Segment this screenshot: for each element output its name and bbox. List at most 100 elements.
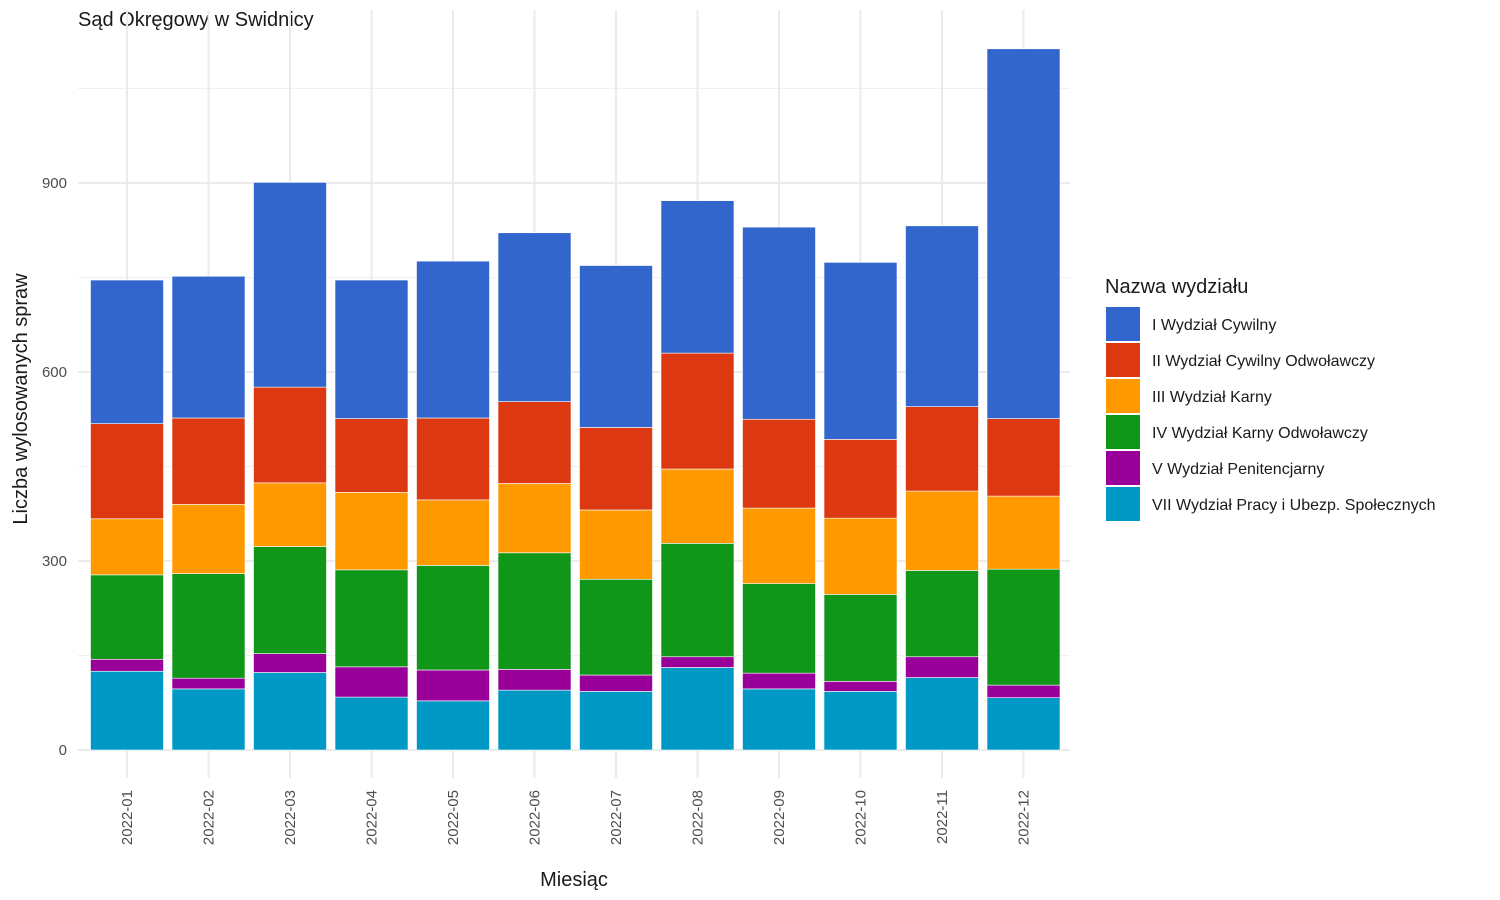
legend-swatch	[1106, 415, 1140, 449]
bar-segment	[171, 677, 246, 690]
bar-segment	[986, 495, 1061, 570]
y-tick-label: 900	[42, 175, 67, 192]
y-axis-ticks: 0 300 600 900	[42, 175, 67, 759]
legend-swatch	[1106, 307, 1140, 341]
legend: Nazwa wydziału I Wydział Cywilny II Wydzi…	[1105, 276, 1436, 521]
bar-segment	[660, 543, 735, 658]
bar-segment	[986, 684, 1061, 699]
x-tick-label: 2022-11	[934, 790, 951, 844]
bar-segment	[334, 492, 409, 571]
legend-swatch	[1106, 487, 1140, 521]
bar-segment	[986, 697, 1061, 751]
bar-segment	[660, 200, 735, 354]
bar-segment	[497, 552, 572, 670]
x-tick-label: 2022-06	[527, 790, 544, 845]
bar-segment	[334, 666, 409, 698]
x-tick-label: 2022-10	[853, 790, 870, 845]
legend-label: VII Wydział Pracy i Ubezp. Społecznych	[1152, 497, 1436, 514]
legend-label: II Wydział Cywilny Odwoławczy	[1152, 353, 1375, 370]
bar-segment	[823, 691, 898, 751]
x-tick-label: 2022-07	[608, 790, 625, 845]
bar-segment	[90, 518, 164, 576]
bar-segment	[253, 482, 327, 547]
bar-segment	[823, 594, 898, 682]
x-tick-label: 2022-12	[1016, 790, 1033, 845]
bar-segment	[905, 225, 979, 407]
bar-segment	[742, 418, 816, 509]
bar-segment	[823, 262, 898, 440]
bar-segment	[416, 499, 490, 566]
legend-label: III Wydział Karny	[1152, 389, 1272, 406]
bar-segment	[497, 689, 572, 751]
bar-segment	[334, 418, 409, 493]
bar-segment	[905, 406, 979, 492]
legend-label: V Wydział Penitencjarny	[1152, 461, 1324, 478]
y-tick-label: 600	[42, 364, 67, 381]
bar-segment	[823, 681, 898, 692]
bar-segment	[334, 569, 409, 668]
legend-swatch	[1106, 343, 1140, 377]
bar-segment	[660, 352, 735, 470]
y-tick-label: 300	[42, 553, 67, 570]
bar-segment	[253, 386, 327, 484]
bar-segment	[171, 503, 246, 574]
y-axis-title: Liczba wylosowanych spraw	[10, 273, 32, 525]
bar-segment	[497, 483, 572, 554]
bar-segment	[253, 182, 327, 388]
bar-segment	[742, 583, 816, 674]
x-tick-label: 2022-03	[282, 790, 299, 845]
bar-segment	[905, 677, 979, 751]
bar-segment	[742, 688, 816, 751]
bar-segment	[986, 568, 1061, 686]
chart-title: Sąd Okręgowy w Swidnicy	[78, 9, 314, 31]
x-tick-label: 2022-01	[119, 790, 136, 845]
x-axis-ticks: 2022-01 2022-02 2022-03 2022-04 2022-05 2022-…	[119, 790, 1033, 845]
bar-segment	[171, 275, 246, 419]
bar-segment	[905, 656, 979, 678]
x-tick-label: 2022-09	[771, 790, 788, 845]
bar-segment	[90, 670, 164, 751]
bar-segment	[579, 265, 653, 428]
bar-segment	[823, 517, 898, 595]
bar-segment	[90, 423, 164, 520]
bar-segment	[171, 417, 246, 505]
bar-segment	[253, 546, 327, 654]
legend-title: Nazwa wydziału	[1105, 276, 1248, 298]
bar-segment	[823, 439, 898, 519]
legend-label: I Wydział Cywilny	[1152, 317, 1276, 334]
bar-segment	[253, 653, 327, 673]
bar-segment	[90, 574, 164, 660]
x-tick-label: 2022-08	[690, 790, 707, 845]
bar-segment	[416, 417, 490, 501]
legend-label: IV Wydział Karny Odwoławczy	[1152, 425, 1368, 442]
bar-segment	[986, 418, 1061, 497]
bar-segment	[416, 700, 490, 751]
bars-layer	[90, 48, 1061, 751]
bar-segment	[334, 696, 409, 751]
bar-segment	[497, 401, 572, 484]
bar-segment	[986, 48, 1061, 419]
bar-segment	[90, 279, 164, 424]
bar-segment	[905, 490, 979, 571]
bar-segment	[742, 672, 816, 690]
bar-segment	[416, 260, 490, 419]
bar-segment	[660, 468, 735, 544]
bar-segment	[579, 691, 653, 751]
bar-segment	[334, 279, 409, 419]
bar-segment	[579, 674, 653, 692]
bar-segment	[171, 573, 246, 679]
bar-segment	[497, 669, 572, 691]
bar-segment	[90, 658, 164, 672]
bar-segment	[660, 656, 735, 668]
bar-segment	[579, 509, 653, 580]
legend-swatch	[1106, 451, 1140, 485]
legend-swatch	[1106, 379, 1140, 413]
x-axis-title: Miesiąc	[540, 869, 608, 891]
bar-segment	[742, 507, 816, 584]
x-tick-label: 2022-05	[445, 790, 462, 845]
x-tick-label: 2022-02	[201, 790, 218, 845]
bar-segment	[579, 578, 653, 676]
y-tick-label: 0	[59, 742, 67, 759]
bar-segment	[905, 570, 979, 658]
